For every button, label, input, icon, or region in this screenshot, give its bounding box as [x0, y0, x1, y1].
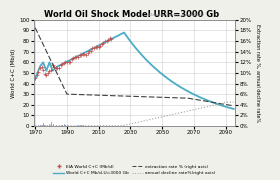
Point — [85, 51, 90, 54]
Title: World Oil Shock Model URR=3000 Gb  : World Oil Shock Model URR=3000 Gb — [44, 10, 225, 19]
Y-axis label: Extraction rate %, annual decline rate%: Extraction rate %, annual decline rate% — [256, 24, 261, 122]
Point — [74, 55, 79, 58]
Point — [92, 47, 96, 50]
Point — [88, 49, 93, 52]
Point — [95, 46, 99, 49]
Point — [73, 55, 77, 58]
Point — [106, 39, 110, 41]
Point — [44, 74, 48, 76]
Point — [38, 66, 42, 69]
Point — [77, 53, 82, 56]
Point — [98, 45, 102, 48]
Point — [47, 69, 52, 72]
Legend: EIA World C+C (Mb/d), World C+C Mb/d-U=3000 Gb, extraction rate % (right axis), : EIA World C+C (Mb/d), World C+C Mb/d-U=3… — [52, 163, 217, 177]
Point — [69, 58, 74, 60]
Point — [84, 53, 88, 56]
Point — [93, 46, 98, 49]
Point — [46, 71, 50, 74]
Point — [87, 49, 91, 52]
Point — [109, 37, 114, 40]
Point — [81, 52, 85, 55]
Point — [36, 70, 41, 73]
Point — [60, 63, 64, 66]
Point — [53, 66, 58, 69]
Point — [108, 36, 112, 39]
Point — [76, 55, 80, 58]
Point — [82, 52, 87, 55]
Point — [100, 43, 104, 46]
Point — [55, 66, 60, 69]
Point — [96, 46, 101, 49]
Point — [68, 61, 72, 64]
Y-axis label: World C+C (Mb/d): World C+C (Mb/d) — [11, 48, 16, 98]
Text: Dennis Coyne, June 2019: Dennis Coyne, June 2019 — [149, 13, 204, 17]
Point — [62, 62, 66, 65]
Point — [34, 74, 39, 76]
Point — [71, 57, 76, 59]
Point — [41, 68, 45, 71]
Point — [52, 65, 57, 68]
Point — [63, 61, 67, 64]
Point — [33, 77, 38, 80]
Point — [101, 42, 106, 45]
Point — [66, 61, 71, 64]
Point — [104, 40, 109, 42]
Point — [103, 40, 107, 42]
Point — [49, 68, 53, 71]
Point — [79, 53, 83, 56]
Point — [90, 47, 95, 50]
Point — [39, 65, 44, 68]
Point — [43, 73, 47, 75]
Point — [58, 64, 63, 67]
Point — [50, 64, 55, 67]
Point — [65, 61, 69, 64]
Point — [57, 66, 61, 69]
